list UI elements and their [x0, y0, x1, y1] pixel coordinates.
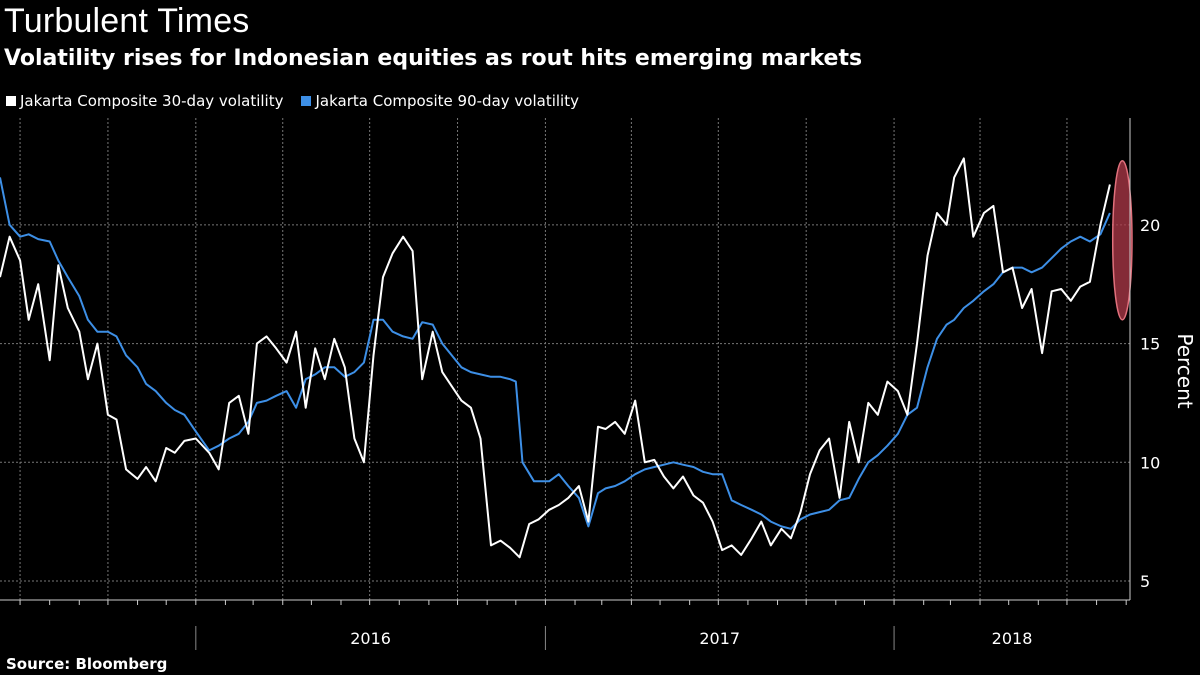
x-year-label-2016: 2016 [350, 629, 391, 648]
y-tick-label-5: 5 [1140, 572, 1150, 591]
legend-swatch-30day [6, 96, 16, 106]
legend-label-30day: Jakarta Composite 30-day volatility [20, 92, 284, 110]
series-line-90day [0, 177, 1111, 530]
gridlines [0, 118, 1130, 600]
y-axis-title: Percent [1173, 333, 1197, 408]
chart-subtitle: Volatility rises for Indonesian equities… [4, 46, 863, 71]
legend-swatch-90day [301, 96, 312, 106]
series-line-30day [0, 157, 1111, 559]
y-tick-label-15: 15 [1140, 335, 1160, 354]
highlight-ellipse [1111, 159, 1133, 321]
legend-item-30day: Jakarta Composite 30-day volatility [6, 92, 283, 110]
x-year-label-2018: 2018 [992, 629, 1033, 648]
legend-item-90day: Jakarta Composite 90-day volatility [301, 92, 579, 110]
legend-label-90day: Jakarta Composite 90-day volatility [315, 92, 579, 110]
legend: Jakarta Composite 30-day volatility Jaka… [6, 92, 579, 110]
y-tick-label-20: 20 [1140, 216, 1160, 235]
series-layer [0, 157, 1111, 559]
highlight-layer [1111, 159, 1133, 321]
x-year-label-2017: 2017 [699, 629, 740, 648]
chart-title: Turbulent Times [4, 2, 250, 40]
axes-layer: 5 10 15 20 2016 2017 2018 Percent [0, 118, 1197, 650]
y-tick-label-10: 10 [1140, 453, 1160, 472]
source-note: Source: Bloomberg [6, 655, 168, 673]
